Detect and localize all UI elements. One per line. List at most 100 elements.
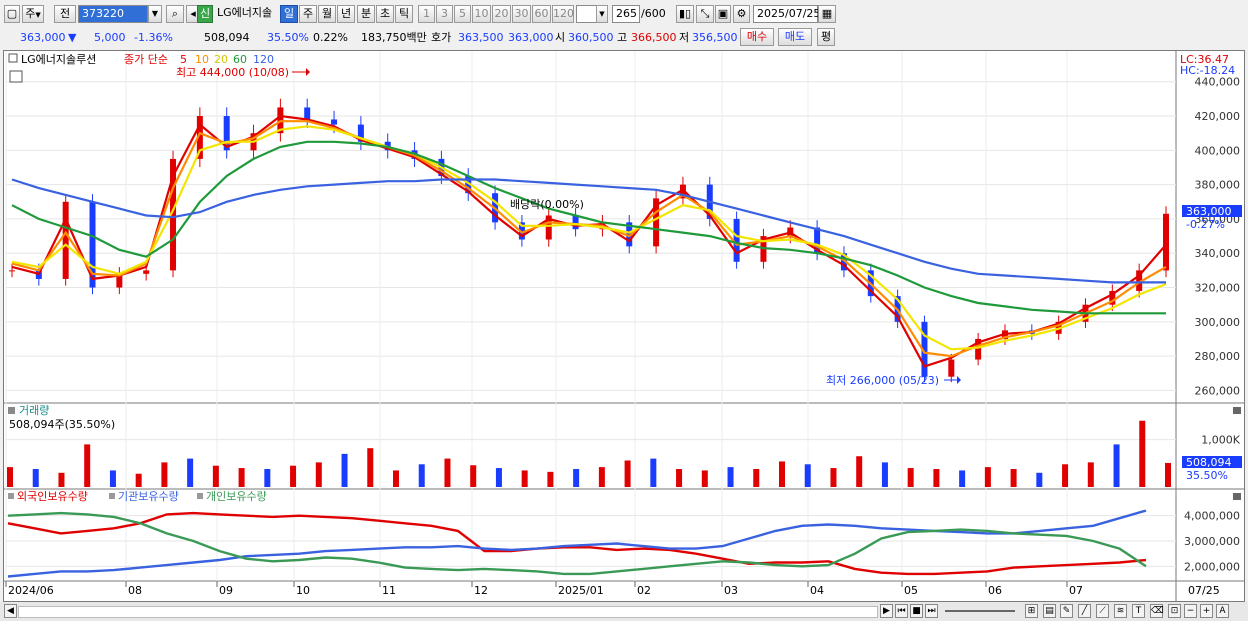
prev-button[interactable]: 전	[54, 5, 76, 23]
ask-value: 363,000	[508, 31, 554, 44]
volume-value: 508,094	[204, 31, 250, 44]
volume-bar	[753, 469, 760, 487]
period-tick[interactable]: 틱	[395, 5, 413, 23]
rewind-icon[interactable]: ⏮	[895, 604, 908, 618]
save-icon[interactable]: ▣	[715, 5, 731, 23]
step-1[interactable]: 1	[418, 5, 435, 23]
collapse-icon[interactable]	[8, 493, 14, 499]
volume-bar	[547, 471, 554, 487]
y-tick-label: 380,000	[1195, 179, 1241, 192]
period-day[interactable]: 일	[280, 5, 298, 23]
avg-button[interactable]: 평	[817, 28, 835, 46]
forward-icon[interactable]: ⏭	[925, 604, 938, 618]
stop-icon[interactable]: ■	[910, 604, 923, 618]
volume-bar	[573, 469, 580, 487]
ma-line-20	[11, 125, 1167, 351]
layout-icon[interactable]: ▤	[1043, 604, 1056, 618]
bid-value: 363,500	[458, 31, 504, 44]
candle-body	[814, 227, 821, 254]
period-year[interactable]: 년	[337, 5, 355, 23]
step-120[interactable]: 120	[552, 5, 574, 23]
volume-bar	[1010, 469, 1017, 487]
step-10[interactable]: 10	[472, 5, 491, 23]
trend-tool-icon[interactable]: ⟋	[1096, 604, 1109, 618]
period-week[interactable]: 주	[299, 5, 317, 23]
chart-tool-icon[interactable]: ⊡	[1168, 604, 1181, 618]
volume-bar	[1165, 462, 1171, 487]
step-5[interactable]: 5	[454, 5, 471, 23]
candle-body	[331, 119, 338, 125]
type-select[interactable]: 주▼	[22, 5, 44, 23]
line-tool-icon[interactable]: ╱	[1078, 604, 1091, 618]
zoom-in-icon[interactable]: +	[1200, 604, 1213, 618]
volume-bar	[315, 462, 322, 487]
last-price-tag	[1182, 205, 1242, 217]
y-tick-label: 3,000,000	[1184, 535, 1240, 548]
price-title: LG에너지솔루션	[21, 53, 96, 66]
volume-bar	[624, 460, 631, 487]
period-second[interactable]: 초	[376, 5, 394, 23]
scroll-track[interactable]	[18, 606, 878, 618]
volume-bar	[290, 465, 297, 487]
open-value: 360,500	[568, 31, 614, 44]
scroll-left-icon[interactable]: ◀	[4, 604, 17, 618]
turnover-pct: 0.22%	[313, 31, 348, 44]
collapse-icon[interactable]	[109, 493, 115, 499]
volume-bar	[959, 470, 966, 487]
font-size-icon[interactable]: A	[1216, 604, 1229, 618]
zoom-out-icon[interactable]: −	[1184, 604, 1197, 618]
ma-lines	[11, 114, 1167, 368]
new-badge[interactable]: 신	[197, 5, 213, 23]
count-input[interactable]: 265	[612, 5, 640, 23]
chart-svg[interactable]: 260,000280,000300,000320,000340,000360,0…	[4, 51, 1244, 601]
date-input[interactable]: 2025/07/25	[753, 5, 820, 23]
type-label: 주	[25, 7, 36, 20]
stock-code-input[interactable]: 373220	[78, 5, 148, 23]
fib-tool-icon[interactable]: ≋	[1114, 604, 1127, 618]
zoom-icon[interactable]: ⊞	[1025, 604, 1038, 618]
x-tick-label: 04	[810, 584, 824, 597]
step-3[interactable]: 3	[436, 5, 453, 23]
candle-body	[653, 198, 660, 247]
gear-icon[interactable]: ⚙	[733, 5, 750, 23]
chevron-down-icon[interactable]: ▼	[596, 5, 608, 23]
chevron-down-icon[interactable]: ▼	[148, 5, 162, 23]
sell-button[interactable]: 매도	[778, 28, 812, 46]
volume-bar	[804, 464, 811, 487]
y-tick-label: 1,000K	[1201, 434, 1240, 447]
collapse-icon[interactable]	[197, 493, 203, 499]
open-label: 시	[555, 31, 566, 44]
candle-body	[733, 218, 740, 262]
bottom-scrollbar[interactable]: ◀ ▶ ⏮ ■ ⏭ ⊞ ▤ ✎ ╱ ⟋ ≋ T ⌫ ⊡ − + A	[0, 602, 1248, 621]
collapse-icon[interactable]	[8, 53, 18, 63]
period-month[interactable]: 월	[318, 5, 336, 23]
window-icon[interactable]: ▢	[4, 5, 20, 23]
vol-ratio: 35.50%	[267, 31, 309, 44]
panel-close-icon[interactable]	[1233, 493, 1241, 500]
scroll-right-icon[interactable]: ▶	[880, 604, 893, 618]
table-icon[interactable]	[9, 70, 23, 83]
volume-bar	[84, 444, 91, 487]
candle-body	[116, 273, 123, 288]
buy-button[interactable]: 매수	[740, 28, 774, 46]
chart-area[interactable]: 260,000 280,000 300,000 320,000 340,000 360,0…	[3, 50, 1245, 602]
dividend-note: 배당락(0.00%)	[510, 198, 584, 211]
zoom-slider[interactable]	[945, 610, 1015, 612]
step-60[interactable]: 60	[532, 5, 551, 23]
volume-bar	[135, 473, 142, 487]
erase-tool-icon[interactable]: ⌫	[1150, 604, 1164, 618]
candle-icon[interactable]: ▮▯	[676, 5, 694, 23]
period-minute[interactable]: 분	[357, 5, 375, 23]
panel-close-icon[interactable]	[1233, 407, 1241, 414]
collapse-icon[interactable]	[8, 407, 15, 414]
text-tool-icon[interactable]: T	[1132, 604, 1145, 618]
tools-icon[interactable]: ✎	[1060, 604, 1073, 618]
crosshair-icon[interactable]: ⤡	[696, 5, 714, 23]
chevron-down-icon: ▼	[35, 11, 41, 19]
step-20[interactable]: 20	[492, 5, 511, 23]
step-30[interactable]: 30	[512, 5, 531, 23]
change-pct: -1.36%	[134, 31, 173, 44]
calendar-icon[interactable]: ▦	[818, 5, 836, 23]
volume-bar	[58, 472, 65, 487]
search-icon[interactable]: ⌕	[166, 5, 184, 23]
